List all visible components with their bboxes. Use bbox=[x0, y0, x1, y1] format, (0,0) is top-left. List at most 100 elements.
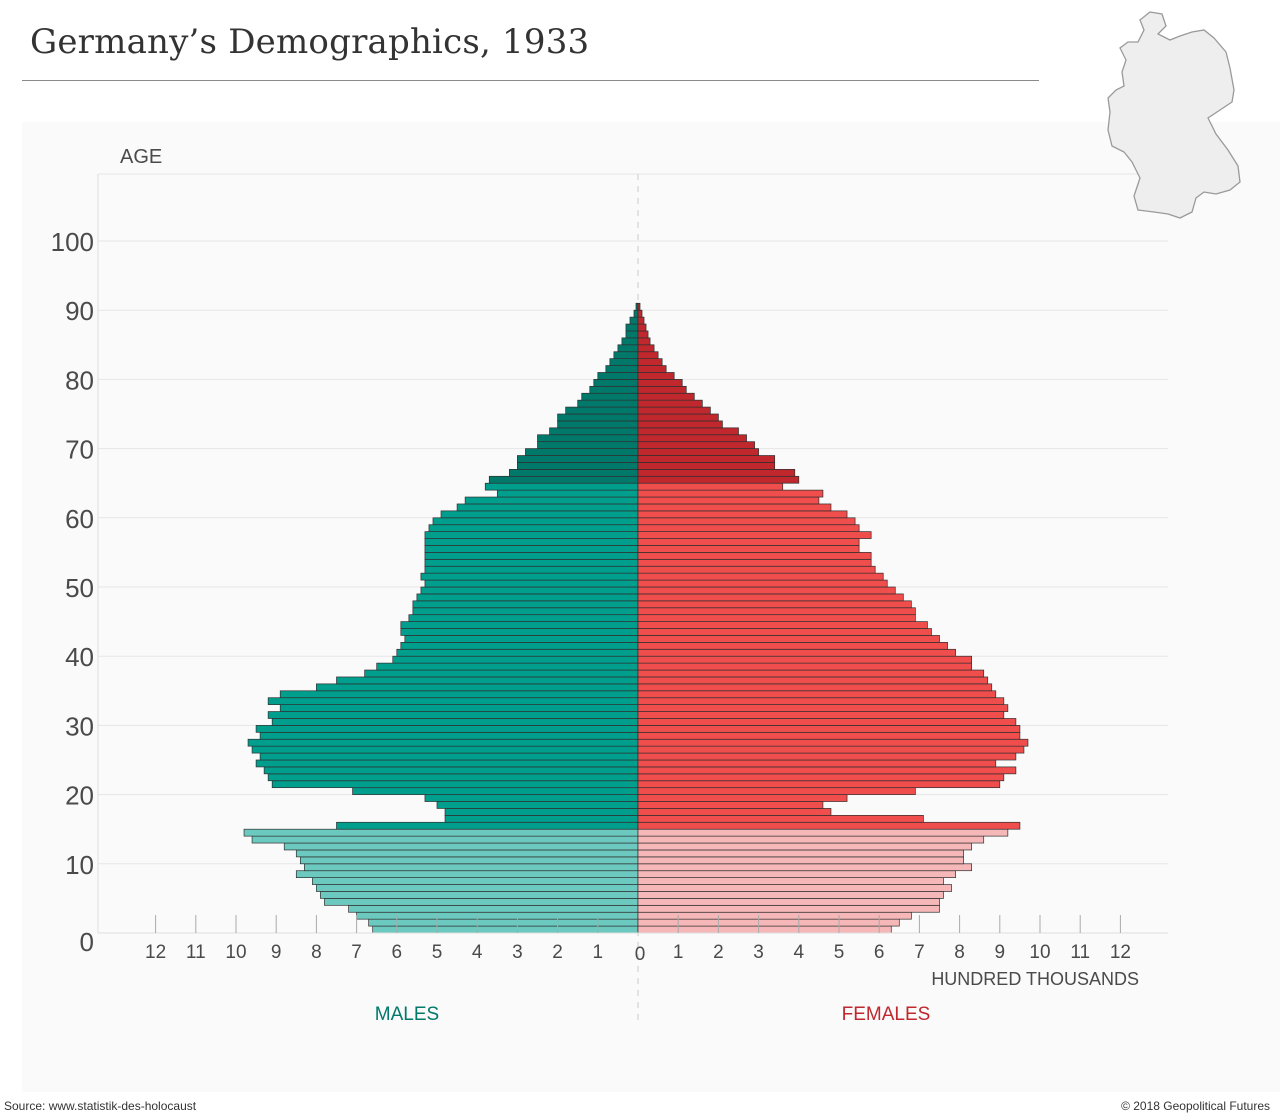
bar-female-age-14 bbox=[637, 828, 1009, 837]
bar-female-age-23 bbox=[637, 766, 1017, 775]
bar-male-age-62 bbox=[464, 496, 639, 505]
bar-male-age-9 bbox=[303, 863, 639, 872]
bar-male-age-61 bbox=[456, 503, 639, 512]
bar-female-age-19 bbox=[637, 794, 848, 802]
bar-female-age-72 bbox=[637, 427, 739, 436]
germany-map-icon bbox=[1107, 11, 1241, 219]
bar-male-age-24 bbox=[255, 759, 639, 768]
bar-male-age-20 bbox=[352, 787, 639, 795]
bar-female-age-35 bbox=[637, 683, 993, 692]
bar-male-age-60 bbox=[440, 510, 639, 519]
bar-female-age-63 bbox=[637, 489, 824, 498]
chart-title: Germany’s Demographics, 1933 bbox=[30, 22, 590, 62]
bar-male-age-38 bbox=[376, 662, 639, 671]
bar-female-age-70 bbox=[637, 441, 755, 449]
bar-female-age-66 bbox=[637, 469, 796, 477]
x-axis-label: HUNDRED THOUSANDS bbox=[931, 969, 1139, 989]
x-tick-label-male: 5 bbox=[432, 942, 443, 963]
bar-female-age-28 bbox=[637, 731, 1021, 740]
bar-female-age-82 bbox=[637, 358, 663, 366]
bar-female-age-8 bbox=[637, 870, 956, 878]
x-tick-label-female: 0 bbox=[635, 944, 646, 965]
bar-female-age-61 bbox=[637, 503, 832, 512]
bar-male-age-13 bbox=[251, 835, 639, 844]
x-tick-label-female: 2 bbox=[713, 942, 724, 963]
bar-male-age-57 bbox=[424, 531, 639, 539]
legend-males: MALES bbox=[375, 1004, 439, 1025]
bar-female-age-33 bbox=[637, 697, 1005, 705]
bar-female-age-45 bbox=[637, 614, 916, 622]
bar-male-age-15 bbox=[336, 821, 639, 830]
x-tick-label-male: 3 bbox=[512, 942, 523, 963]
bar-female-age-73 bbox=[637, 420, 723, 429]
bar-male-age-34 bbox=[279, 690, 639, 699]
germany-outline bbox=[1107, 11, 1241, 219]
bar-female-age-71 bbox=[637, 434, 747, 443]
bar-male-age-21 bbox=[271, 780, 639, 789]
bar-female-age-17 bbox=[637, 808, 832, 816]
bar-male-age-12 bbox=[283, 842, 639, 851]
bar-female-age-31 bbox=[637, 711, 1005, 719]
y-tick-label: 100 bbox=[51, 227, 94, 257]
bar-male-age-44 bbox=[400, 621, 639, 629]
bar-female-age-51 bbox=[637, 572, 884, 581]
bar-male-age-10 bbox=[299, 856, 639, 865]
bar-male-age-68 bbox=[517, 455, 639, 463]
bar-female-age-10 bbox=[637, 856, 964, 865]
bar-male-age-77 bbox=[581, 392, 639, 401]
bar-male-age-49 bbox=[420, 586, 639, 595]
bar-female-age-67 bbox=[637, 462, 776, 470]
bar-male-age-54 bbox=[424, 552, 639, 560]
bar-male-age-8 bbox=[295, 870, 639, 878]
bar-male-age-17 bbox=[444, 808, 639, 816]
y-tick-label: 10 bbox=[65, 850, 94, 880]
bar-male-age-85 bbox=[621, 337, 639, 346]
bar-male-age-16 bbox=[444, 815, 639, 823]
bar-female-age-43 bbox=[637, 628, 932, 636]
bar-female-age-24 bbox=[637, 759, 997, 768]
bar-male-age-25 bbox=[259, 752, 639, 761]
bar-male-age-42 bbox=[404, 635, 639, 643]
bar-female-age-11 bbox=[637, 849, 964, 858]
bar-male-age-39 bbox=[392, 655, 639, 664]
bar-male-age-36 bbox=[336, 676, 639, 685]
bar-female-age-89 bbox=[637, 309, 643, 318]
x-tick-label-female: 9 bbox=[995, 942, 1006, 963]
bar-female-age-22 bbox=[637, 773, 1005, 782]
bar-male-age-27 bbox=[247, 738, 639, 747]
y-tick-label: 0 bbox=[80, 927, 94, 957]
y-axis-label: AGE bbox=[120, 146, 162, 168]
bar-male-age-87 bbox=[625, 323, 639, 332]
x-tick-label-male: 7 bbox=[351, 942, 362, 963]
bar-male-age-58 bbox=[428, 524, 639, 532]
bar-female-age-32 bbox=[637, 704, 1009, 712]
bar-male-age-6 bbox=[316, 884, 639, 892]
bar-male-age-66 bbox=[509, 469, 639, 477]
x-tick-label-male: 4 bbox=[472, 942, 483, 963]
x-tick-label-male: 9 bbox=[271, 942, 282, 963]
x-tick-label-female: 8 bbox=[954, 942, 965, 963]
x-tick-label-male: 1 bbox=[593, 942, 604, 963]
x-tick-label-female: 11 bbox=[1070, 942, 1090, 963]
bar-female-age-7 bbox=[637, 877, 944, 885]
bar-female-age-79 bbox=[637, 379, 683, 387]
bar-male-age-76 bbox=[577, 399, 639, 408]
bar-female-age-1 bbox=[637, 918, 900, 927]
bar-female-age-59 bbox=[637, 517, 856, 526]
bar-female-age-0 bbox=[637, 925, 892, 934]
bar-female-age-38 bbox=[637, 662, 973, 671]
bar-female-age-50 bbox=[637, 579, 888, 588]
bar-female-age-27 bbox=[637, 738, 1029, 747]
bar-female-age-44 bbox=[637, 621, 928, 629]
bar-female-age-62 bbox=[637, 496, 820, 505]
bar-female-age-64 bbox=[637, 482, 784, 491]
bar-female-age-42 bbox=[637, 635, 940, 643]
x-tick-label-female: 6 bbox=[874, 942, 885, 963]
bar-female-age-74 bbox=[637, 413, 719, 422]
bar-male-age-11 bbox=[295, 849, 639, 858]
bar-male-age-71 bbox=[537, 434, 639, 443]
copyright-note: © 2018 Geopolitical Futures bbox=[1121, 1099, 1270, 1113]
x-tick-label-female: 5 bbox=[834, 942, 845, 963]
bar-male-age-47 bbox=[412, 600, 639, 609]
bar-female-age-90 bbox=[637, 302, 641, 311]
